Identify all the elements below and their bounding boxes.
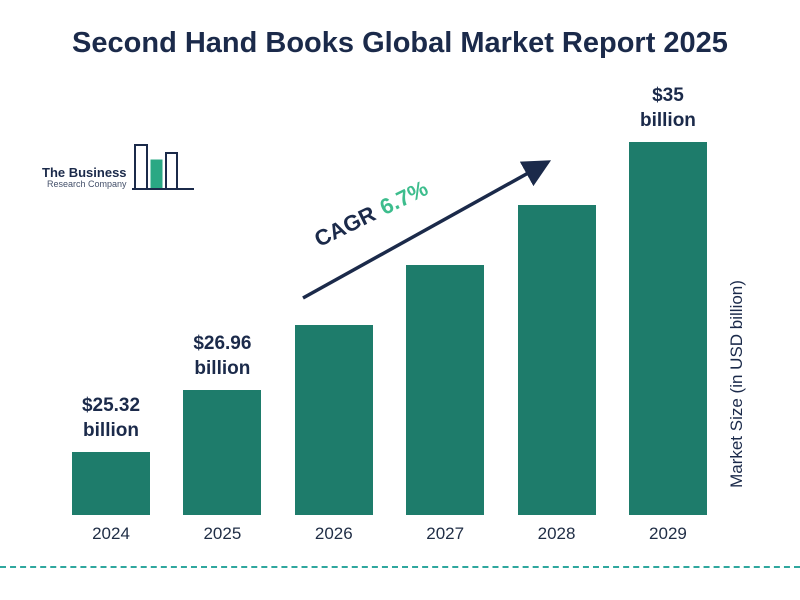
bar-2029 bbox=[628, 142, 707, 515]
logo-line2: Research Company bbox=[46, 179, 127, 190]
x-tick-2026: 2026 bbox=[314, 524, 353, 543]
bar-chart: $25.32 billion 2024 $26.96 billion 2025 2026… bbox=[72, 75, 707, 543]
value-label-2024: $25.32 billion bbox=[81, 394, 141, 442]
bar-group-2029: $35 billion 2029 bbox=[628, 85, 707, 543]
value-label-2025: $26.96 billion bbox=[193, 332, 252, 380]
bar-group-2028: 2028 bbox=[517, 205, 596, 543]
bar-2025 bbox=[183, 390, 262, 515]
company-logo: The Business Research Company bbox=[42, 142, 196, 198]
bar-group-2027: 2027 bbox=[406, 265, 485, 543]
logo-text: The Business Research Company bbox=[42, 164, 127, 198]
x-tick-2025: 2025 bbox=[203, 524, 242, 543]
x-tick-2028: 2028 bbox=[537, 524, 576, 543]
logo-bar-chart-icon bbox=[131, 144, 194, 190]
bar-2027 bbox=[406, 265, 485, 515]
page-title: Second Hand Books Global Market Report 2… bbox=[72, 27, 728, 59]
bar-group-2026: 2026 bbox=[294, 325, 373, 543]
x-tick-2024: 2024 bbox=[92, 524, 130, 543]
y-axis-label: Market Size (in USD billion) bbox=[727, 280, 746, 488]
bar-2028 bbox=[517, 205, 596, 515]
x-tick-2029: 2029 bbox=[649, 524, 687, 543]
x-tick-2027: 2027 bbox=[426, 524, 465, 543]
value-label-2029: $35 billion bbox=[639, 84, 696, 132]
logo-line1: The Business bbox=[42, 164, 127, 180]
bottom-dashed-divider bbox=[0, 566, 800, 568]
bar-2024 bbox=[72, 452, 150, 515]
bar-group-2025: $26.96 billion 2025 bbox=[183, 333, 262, 543]
bar-2026 bbox=[294, 325, 373, 515]
bar-group-2024: $25.32 billion 2024 bbox=[72, 395, 150, 543]
